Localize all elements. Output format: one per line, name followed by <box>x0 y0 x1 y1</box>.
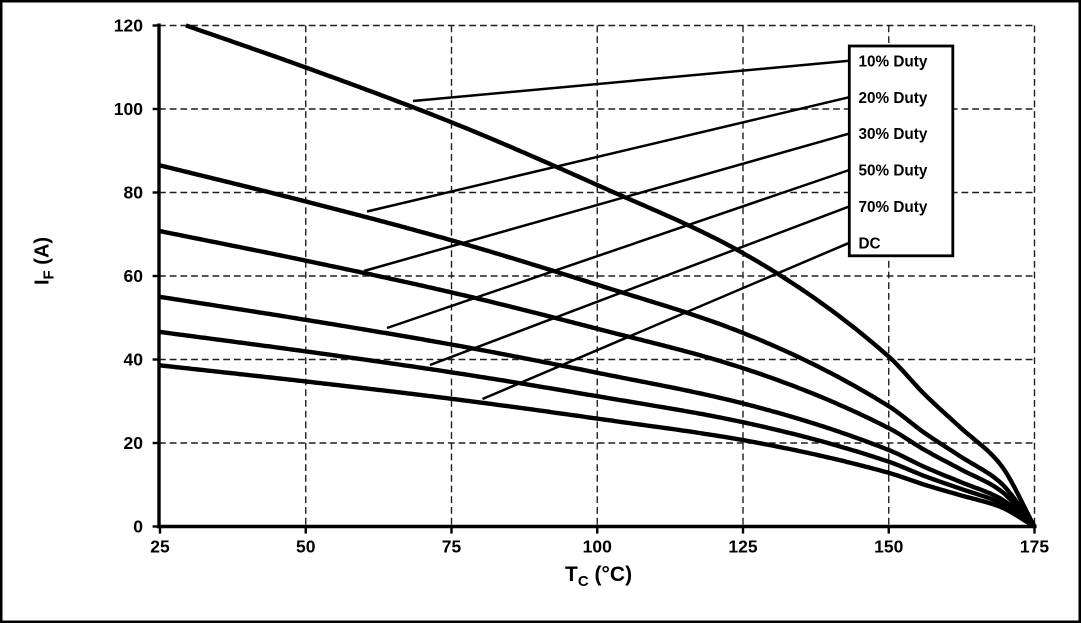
svg-text:40: 40 <box>124 350 144 370</box>
svg-text:100: 100 <box>114 99 143 119</box>
svg-text:175: 175 <box>1020 537 1049 557</box>
svg-text:IF (A): IF (A) <box>32 237 58 285</box>
svg-text:50: 50 <box>296 537 316 557</box>
svg-text:80: 80 <box>124 183 144 203</box>
svg-text:10% Duty: 10% Duty <box>859 53 928 70</box>
svg-text:70% Duty: 70% Duty <box>859 199 928 216</box>
svg-text:75: 75 <box>442 537 462 557</box>
svg-text:30% Duty: 30% Duty <box>859 126 928 143</box>
svg-text:TC (°C): TC (°C) <box>565 563 632 590</box>
svg-text:125: 125 <box>728 537 757 557</box>
svg-text:100: 100 <box>583 537 612 557</box>
svg-text:20% Duty: 20% Duty <box>859 90 928 107</box>
svg-text:DC: DC <box>859 235 881 252</box>
svg-text:120: 120 <box>114 16 143 36</box>
svg-text:20: 20 <box>124 433 144 453</box>
svg-text:25: 25 <box>150 537 170 557</box>
svg-text:0: 0 <box>133 517 143 537</box>
svg-text:150: 150 <box>874 537 903 557</box>
svg-text:60: 60 <box>124 266 144 286</box>
svg-text:50% Duty: 50% Duty <box>859 163 928 180</box>
